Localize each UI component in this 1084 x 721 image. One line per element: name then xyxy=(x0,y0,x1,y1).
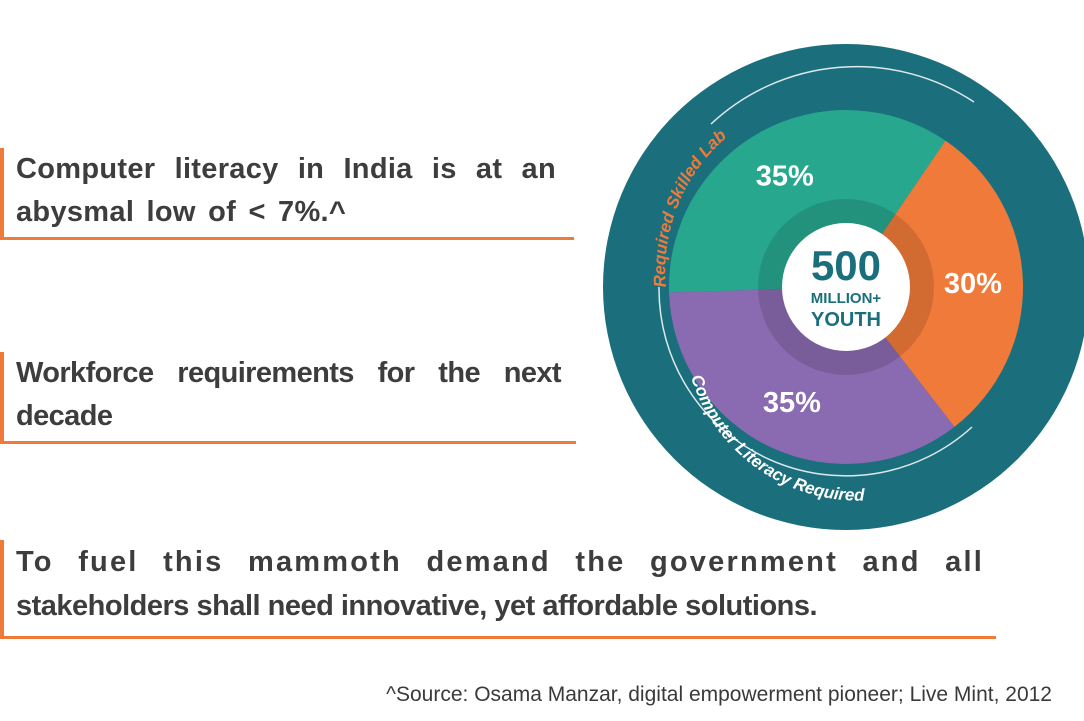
statement-demand-line2: stakeholders shall need innovative, yet … xyxy=(16,590,818,622)
statement-computer-literacy: Computer literacy in India is at an abys… xyxy=(0,148,574,240)
ring-line-bottom xyxy=(658,286,973,477)
pie-slice-label-3: 35% xyxy=(763,387,821,419)
statement-demand: To fuel this mammoth demand the governme… xyxy=(0,540,996,639)
statement-demand-line1: To fuel this mammoth demand the governme… xyxy=(16,546,984,578)
center-line3: YOUTH xyxy=(811,309,881,331)
pie-slice-label-1: 35% xyxy=(756,161,814,193)
statement-workforce: Workforce requirements for the next deca… xyxy=(0,352,576,444)
source-note: ^Source: Osama Manzar, digital empowerme… xyxy=(386,683,1052,706)
pie-slice-3 xyxy=(669,287,955,464)
pie-slice-2 xyxy=(846,140,1023,427)
center-line2: MILLION+ xyxy=(811,290,882,307)
statement-demand-text: To fuel this mammoth demand the governme… xyxy=(16,540,984,628)
ring-line-top xyxy=(710,65,975,125)
pie-slice-label-2: 30% xyxy=(944,268,1002,300)
statement-workforce-text: Workforce requirements for the next deca… xyxy=(16,357,562,432)
youth-donut-chart: 35%30%35% 500 MILLION+ YOUTH Required Sk… xyxy=(596,32,1084,530)
pie-slice-1 xyxy=(669,110,946,293)
center-value: 500 xyxy=(811,242,881,289)
center-circle xyxy=(782,223,910,351)
statement-computer-literacy-text: Computer literacy in India is at an abys… xyxy=(16,153,556,228)
